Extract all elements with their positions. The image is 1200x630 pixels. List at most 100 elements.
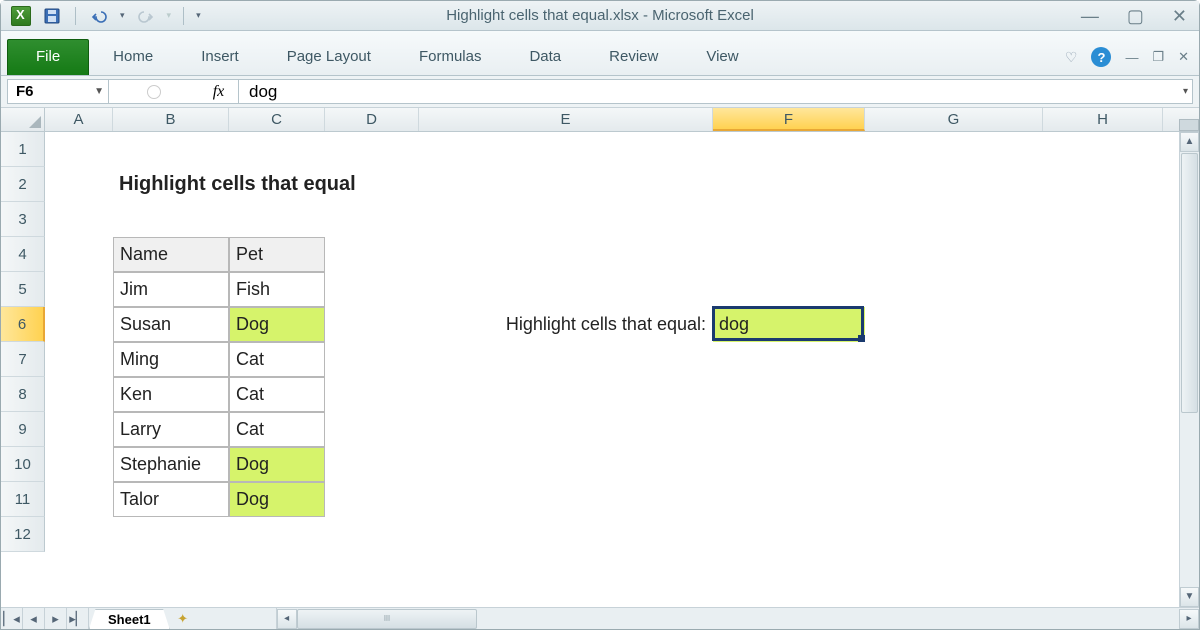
redo-button[interactable] bbox=[135, 5, 157, 27]
cell[interactable] bbox=[45, 132, 113, 167]
tab-insert[interactable]: Insert bbox=[177, 38, 263, 75]
cell[interactable] bbox=[713, 482, 865, 517]
hscroll-thumb[interactable] bbox=[297, 609, 477, 629]
cell[interactable] bbox=[1043, 412, 1163, 447]
cell[interactable] bbox=[865, 307, 1043, 342]
sheet-nav-prev[interactable]: ◂ bbox=[23, 608, 45, 629]
cell[interactable] bbox=[713, 132, 865, 167]
vertical-scrollbar[interactable]: ▲ ▼ bbox=[1179, 132, 1199, 607]
cell[interactable]: Cat bbox=[229, 342, 325, 377]
col-header-H[interactable]: H bbox=[1043, 108, 1163, 131]
sheet-nav-last[interactable]: ▸▏ bbox=[67, 608, 89, 629]
cell[interactable] bbox=[113, 132, 229, 167]
fx-label[interactable]: fx bbox=[199, 79, 239, 104]
cell[interactable] bbox=[45, 167, 113, 202]
cell[interactable]: Highlight cells that equal: bbox=[419, 307, 713, 342]
cell[interactable] bbox=[1043, 517, 1163, 552]
cell[interactable] bbox=[713, 272, 865, 307]
col-header-D[interactable]: D bbox=[325, 108, 419, 131]
cell[interactable]: Cat bbox=[229, 377, 325, 412]
cell[interactable] bbox=[419, 447, 713, 482]
help-button[interactable]: ? bbox=[1091, 47, 1111, 67]
cell[interactable]: dog bbox=[713, 307, 865, 342]
row-header-1[interactable]: 1 bbox=[1, 132, 45, 167]
cell[interactable]: Larry bbox=[113, 412, 229, 447]
cell[interactable] bbox=[45, 307, 113, 342]
cell[interactable] bbox=[1043, 202, 1163, 237]
cell[interactable]: Dog bbox=[229, 482, 325, 517]
scroll-left-button[interactable]: ◂ bbox=[277, 609, 297, 629]
cell[interactable] bbox=[419, 517, 713, 552]
row-header-5[interactable]: 5 bbox=[1, 272, 45, 307]
cell[interactable] bbox=[865, 412, 1043, 447]
minimize-button[interactable]: ― bbox=[1081, 7, 1099, 25]
row-header-8[interactable]: 8 bbox=[1, 377, 45, 412]
cell[interactable] bbox=[325, 307, 419, 342]
cell[interactable] bbox=[325, 132, 419, 167]
row-header-7[interactable]: 7 bbox=[1, 342, 45, 377]
col-header-C[interactable]: C bbox=[229, 108, 325, 131]
horizontal-scrollbar[interactable]: ◂ ▸ bbox=[276, 608, 1199, 629]
row-header-11[interactable]: 11 bbox=[1, 482, 45, 517]
doc-minimize-button[interactable]: ― bbox=[1125, 50, 1138, 65]
cell[interactable] bbox=[325, 237, 419, 272]
file-tab[interactable]: File bbox=[7, 39, 89, 75]
col-header-E[interactable]: E bbox=[419, 108, 713, 131]
cell[interactable] bbox=[229, 132, 325, 167]
cell[interactable] bbox=[865, 377, 1043, 412]
cell[interactable] bbox=[419, 167, 713, 202]
cell[interactable] bbox=[419, 202, 713, 237]
cell[interactable] bbox=[1043, 342, 1163, 377]
cell[interactable] bbox=[45, 517, 113, 552]
cell[interactable] bbox=[713, 237, 865, 272]
formula-expand-icon[interactable]: ▾ bbox=[1183, 86, 1188, 97]
cell[interactable] bbox=[713, 447, 865, 482]
cell[interactable] bbox=[865, 517, 1043, 552]
cell[interactable] bbox=[713, 202, 865, 237]
cell[interactable] bbox=[419, 237, 713, 272]
cell[interactable] bbox=[113, 517, 229, 552]
sheet-nav-first[interactable]: ▏◂ bbox=[1, 608, 23, 629]
cell[interactable]: Jim bbox=[113, 272, 229, 307]
cell[interactable] bbox=[1043, 307, 1163, 342]
undo-button[interactable] bbox=[88, 5, 110, 27]
ribbon-minimize-icon[interactable]: ♡ bbox=[1065, 49, 1078, 66]
cell[interactable] bbox=[325, 482, 419, 517]
cell[interactable] bbox=[45, 237, 113, 272]
cell[interactable]: Fish bbox=[229, 272, 325, 307]
cell[interactable] bbox=[713, 412, 865, 447]
cell[interactable] bbox=[865, 167, 1043, 202]
cell[interactable]: Highlight cells that equal bbox=[113, 167, 229, 202]
cell[interactable] bbox=[713, 342, 865, 377]
cell[interactable] bbox=[325, 167, 419, 202]
cell[interactable] bbox=[325, 447, 419, 482]
scroll-right-button[interactable]: ▸ bbox=[1179, 609, 1199, 629]
row-header-10[interactable]: 10 bbox=[1, 447, 45, 482]
cell[interactable] bbox=[713, 517, 865, 552]
tab-page-layout[interactable]: Page Layout bbox=[263, 38, 395, 75]
cell[interactable]: Susan bbox=[113, 307, 229, 342]
worksheet-grid[interactable]: A B C D E F G H 123456789101112 Highligh… bbox=[1, 108, 1199, 607]
scroll-up-button[interactable]: ▲ bbox=[1180, 132, 1199, 152]
cell[interactable] bbox=[419, 482, 713, 517]
cell[interactable]: Dog bbox=[229, 447, 325, 482]
cell[interactable] bbox=[325, 272, 419, 307]
col-header-G[interactable]: G bbox=[865, 108, 1043, 131]
cell[interactable]: Pet bbox=[229, 237, 325, 272]
cell[interactable] bbox=[45, 482, 113, 517]
cell[interactable] bbox=[1043, 132, 1163, 167]
row-header-2[interactable]: 2 bbox=[1, 167, 45, 202]
cell[interactable] bbox=[1043, 377, 1163, 412]
cell[interactable]: Cat bbox=[229, 412, 325, 447]
cell[interactable] bbox=[45, 272, 113, 307]
tab-review[interactable]: Review bbox=[585, 38, 682, 75]
maximize-button[interactable]: ▢ bbox=[1127, 7, 1144, 25]
row-header-6[interactable]: 6 bbox=[1, 307, 45, 342]
cell[interactable] bbox=[1043, 167, 1163, 202]
cell[interactable] bbox=[229, 517, 325, 552]
cell[interactable] bbox=[45, 447, 113, 482]
cell[interactable] bbox=[419, 132, 713, 167]
cell[interactable] bbox=[229, 167, 325, 202]
scroll-down-button[interactable]: ▼ bbox=[1180, 587, 1199, 607]
tab-home[interactable]: Home bbox=[89, 38, 177, 75]
